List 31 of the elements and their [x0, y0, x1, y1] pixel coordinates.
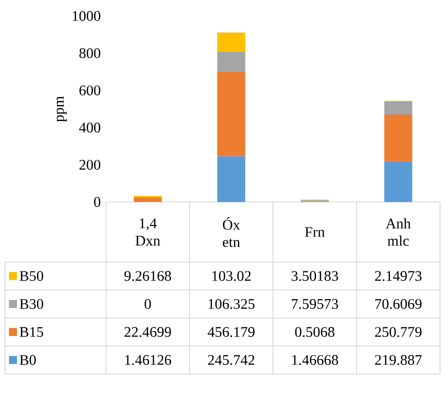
y-tick-label: 800	[79, 48, 100, 58]
y-axis-title: ppm	[56, 96, 67, 122]
data-label: 2.14973	[375, 271, 422, 281]
data-label: 3.50183	[292, 271, 338, 281]
data-label: 219.887	[375, 355, 422, 365]
data-label: 456.179	[208, 327, 254, 337]
legend-label: B50	[20, 271, 44, 281]
data-label: 9.26168	[124, 271, 172, 281]
data-label: 70.6069	[375, 299, 422, 309]
x-tick-label: Anh mlc	[386, 218, 411, 246]
y-tick-label: 0	[94, 197, 100, 207]
data-label: 22.4699	[124, 327, 171, 337]
data-label: 106.325	[208, 299, 255, 309]
x-tick-label: Frn	[304, 227, 325, 237]
data-label: 1.46126	[125, 355, 172, 365]
data-label: 0	[144, 299, 151, 309]
legend-label: B0	[20, 355, 36, 365]
legend-label: B15	[20, 327, 44, 337]
y-tick-label: 1000	[72, 11, 100, 21]
data-label: 245.742	[208, 355, 254, 365]
data-label: 7.59573	[292, 299, 338, 309]
data-label: 0.5068	[295, 327, 334, 337]
x-tick-label: 1,4 Dxn	[136, 218, 160, 246]
data-label: 1.46668	[292, 355, 338, 365]
data-label: 250.779	[375, 327, 422, 337]
y-tick-label: 600	[79, 85, 100, 96]
x-tick-label: Óx etn	[222, 216, 240, 248]
y-tick-label: 400	[79, 122, 100, 133]
legend-label: B30	[20, 299, 44, 309]
y-tick-label: 200	[79, 160, 100, 170]
data-label: 103.02	[212, 271, 251, 281]
